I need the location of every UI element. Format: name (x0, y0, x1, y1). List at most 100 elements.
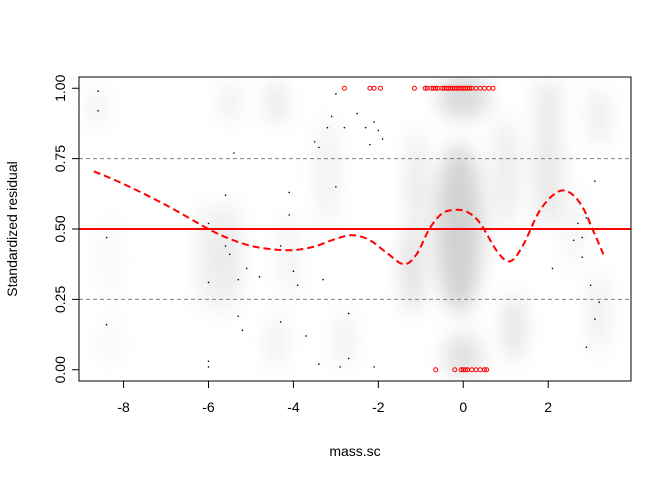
data-point (589, 284, 592, 287)
data-point (373, 121, 375, 123)
outlier-point (452, 367, 458, 373)
density-blob (221, 200, 239, 314)
x-tick-label: 0 (459, 399, 467, 415)
data-point (581, 256, 583, 258)
data-point (207, 360, 210, 363)
data-point (313, 140, 316, 143)
density-blob (533, 79, 564, 125)
density-blob (93, 88, 104, 128)
data-point (339, 366, 341, 368)
data-point (373, 366, 375, 368)
reference-lines (79, 158, 631, 300)
outlier-point (477, 367, 483, 373)
data-point (292, 270, 295, 273)
density-blob (197, 200, 220, 314)
data-point (224, 245, 227, 247)
x-tick-label: -4 (287, 399, 300, 415)
density-blob (221, 82, 239, 123)
x-tick-label: -2 (372, 399, 385, 415)
outlier-point (411, 85, 417, 91)
data-point (279, 321, 282, 323)
outlier-point (367, 85, 373, 91)
data-point (577, 222, 579, 225)
outlier-point (482, 367, 488, 373)
density-blob (408, 130, 426, 244)
data-point (364, 126, 367, 129)
data-point (245, 267, 248, 270)
density-blob (444, 333, 483, 379)
data-point (347, 357, 350, 360)
outlier-point (377, 85, 383, 91)
data-point (318, 146, 320, 149)
density-blob (592, 88, 606, 145)
outlier-point (462, 367, 468, 373)
data-point (228, 253, 231, 256)
data-point (224, 194, 227, 197)
y-tick-label: 0.75 (52, 145, 68, 172)
data-point (305, 335, 307, 337)
density-blob (535, 116, 561, 229)
data-point (207, 281, 210, 284)
data-point (105, 323, 108, 326)
density-blob (335, 313, 353, 370)
density-blob (493, 116, 519, 229)
smooth-curve (93, 170, 605, 266)
data-point (343, 126, 346, 129)
data-point (233, 152, 235, 154)
data-point (258, 276, 261, 278)
outlier-point (484, 367, 490, 373)
data-point (585, 216, 588, 219)
data-point (347, 312, 350, 315)
x-axis-label: mass.sc (329, 443, 380, 459)
density-blob (280, 214, 298, 300)
data-point (318, 363, 320, 365)
data-point (356, 112, 358, 115)
data-point (594, 180, 596, 182)
density-blob (268, 313, 285, 370)
density-blob (505, 293, 523, 362)
density-background (93, 77, 606, 379)
data-point (594, 318, 596, 320)
data-point (585, 346, 588, 349)
y-tick-label: 0.50 (52, 215, 68, 242)
outlier-point (490, 85, 496, 91)
data-point (335, 93, 337, 95)
data-point (581, 236, 583, 239)
data-point (326, 126, 329, 129)
y-tick-label: 0.00 (52, 356, 68, 383)
density-blob (268, 79, 285, 125)
data-point (322, 278, 324, 281)
density-blob (592, 271, 606, 356)
density-blob (104, 319, 118, 365)
data-point (551, 267, 554, 270)
y-axis-label: Standardized residual (4, 161, 20, 296)
data-point (97, 109, 99, 112)
y-tick-label: 0.25 (52, 286, 68, 313)
density-blob (437, 77, 489, 120)
outlier-point (422, 85, 428, 91)
density-blob (403, 229, 421, 314)
data-point (237, 315, 240, 318)
data-point (97, 90, 99, 92)
x-tick-label: -6 (202, 399, 215, 415)
y-tick-label: 1.00 (52, 74, 68, 101)
density-blob (314, 116, 341, 229)
y-axis: 0.00 0.25 0.50 0.75 1.00 (52, 74, 80, 383)
smooth-curve-layer (93, 170, 605, 266)
outlier-point (371, 85, 377, 91)
outlier-point (486, 85, 492, 91)
outlier-point (467, 85, 473, 91)
x-axis: -8 -6 -4 -2 0 2 (117, 380, 552, 415)
data-point (105, 236, 108, 239)
outlier-point (433, 85, 439, 91)
density-blob (104, 214, 118, 300)
data-point (335, 185, 337, 188)
x-tick-label: 2 (544, 399, 552, 415)
x-tick-label: -8 (117, 399, 130, 415)
data-point (330, 115, 333, 118)
data-point (279, 245, 282, 247)
outlier-points (341, 85, 496, 373)
data-point (207, 366, 210, 368)
outlier-point (433, 367, 439, 373)
